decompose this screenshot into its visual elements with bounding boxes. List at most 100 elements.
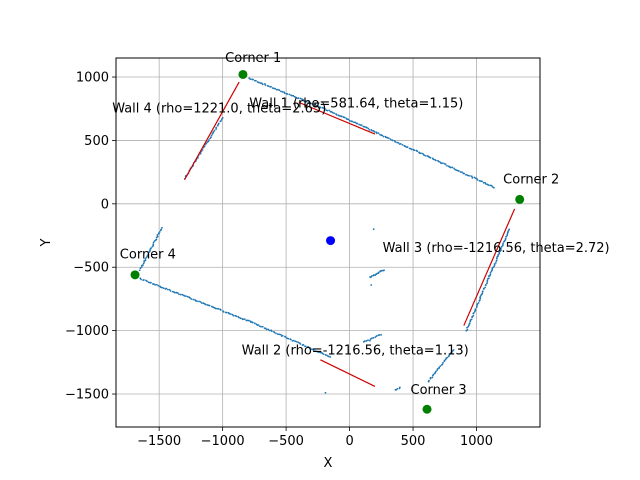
scan-point <box>501 244 504 247</box>
scan-point <box>442 361 444 364</box>
scan-point <box>222 310 225 313</box>
scan-point <box>487 277 489 280</box>
scan-point <box>384 136 387 139</box>
x-tick-label: −1500 <box>137 434 181 449</box>
scan-point <box>369 276 372 279</box>
scan-point <box>146 280 148 283</box>
scan-point <box>375 132 378 135</box>
scan-point <box>252 78 254 81</box>
scan-point <box>308 101 311 104</box>
scan-point <box>382 135 385 138</box>
scan-point <box>386 136 389 139</box>
scan-point <box>283 92 286 94</box>
y-tick-label: 500 <box>84 134 109 149</box>
scan-point <box>154 283 157 286</box>
scan-point <box>343 116 346 119</box>
scan-point <box>161 226 163 229</box>
scan-point <box>281 90 284 93</box>
wall-label-1: Wall 1 (rho=581.64, theta=1.15) <box>249 96 463 111</box>
robot-position-marker <box>326 236 336 246</box>
scan-point <box>142 262 145 265</box>
scan-point <box>217 122 220 125</box>
scan-point <box>397 141 400 144</box>
scan-point <box>434 159 437 162</box>
scan-point <box>471 316 474 319</box>
scan-point <box>421 152 424 155</box>
scan-point <box>160 228 163 231</box>
x-tick-label: −1000 <box>201 434 245 449</box>
scan-point <box>433 372 436 375</box>
scan-point <box>371 129 374 132</box>
scan-point <box>494 261 497 264</box>
scan-point <box>245 319 248 322</box>
scan-point <box>351 120 354 123</box>
scan-point <box>440 162 443 165</box>
scan-point <box>424 154 427 157</box>
scan-point <box>410 148 413 151</box>
scan-point <box>489 184 492 187</box>
scan-point <box>449 353 451 355</box>
scan-point <box>365 340 368 342</box>
scan-point <box>216 307 218 310</box>
scan-point <box>165 287 168 290</box>
scan-point <box>506 231 509 234</box>
scan-point <box>490 270 493 273</box>
corner-label-2: Corner 2 <box>503 173 559 188</box>
scan-point <box>273 331 276 334</box>
ticks-layer: −1500 −1000 −500 0 500 1000 −1500 −1000 −500 0 500… <box>65 71 493 449</box>
scan-point <box>297 341 300 344</box>
scan-point <box>217 307 220 310</box>
scan-point <box>204 303 207 306</box>
scan-point <box>152 283 155 285</box>
scan-point <box>299 97 302 100</box>
scan-point <box>221 117 224 119</box>
scan-point <box>368 339 371 342</box>
scan-point <box>220 118 223 121</box>
scan-point <box>264 327 267 330</box>
wall-label-2: Wall 2 (rho=-1216.56, theta=1.13) <box>242 344 469 359</box>
scan-point <box>210 136 212 139</box>
wall-lines-layer <box>184 81 516 387</box>
scan-point <box>472 314 475 317</box>
scan-point <box>139 267 142 270</box>
scan-point <box>190 298 193 300</box>
scan-point <box>372 336 375 339</box>
scan-point <box>186 295 189 298</box>
scan-point <box>323 107 326 110</box>
plot-frame <box>115 57 541 428</box>
scan-point <box>471 176 474 179</box>
scan-point <box>270 330 273 333</box>
scan-points-layer <box>138 77 511 394</box>
scan-point <box>258 81 260 84</box>
scan-point <box>267 85 270 87</box>
scan-point <box>181 293 184 296</box>
x-tick-label: 500 <box>401 434 426 449</box>
wall-line-1 <box>298 101 376 135</box>
scan-point <box>174 291 176 294</box>
scan-point <box>162 287 165 290</box>
corner-marker-2 <box>515 194 525 204</box>
scan-point <box>478 300 481 302</box>
scan-point <box>287 337 290 340</box>
scan-point <box>255 79 257 82</box>
scan-point <box>232 314 235 317</box>
scan-point <box>270 85 272 88</box>
scan-point <box>268 329 271 332</box>
scan-point <box>152 244 155 247</box>
scan-point <box>449 166 452 169</box>
scan-point <box>292 94 295 97</box>
scan-point <box>178 293 180 296</box>
scan-point <box>467 324 470 327</box>
scan-point <box>395 388 398 391</box>
scan-point <box>310 348 313 351</box>
scan-point <box>150 247 153 249</box>
wall-line-2 <box>320 359 376 387</box>
scan-point <box>317 351 320 354</box>
scan-point <box>420 152 422 155</box>
corner-marker-3 <box>422 404 432 414</box>
scan-point <box>328 109 331 112</box>
scan-point <box>506 234 509 237</box>
scan-point <box>441 162 444 165</box>
scan-point <box>291 94 293 97</box>
scan-point <box>492 186 495 189</box>
